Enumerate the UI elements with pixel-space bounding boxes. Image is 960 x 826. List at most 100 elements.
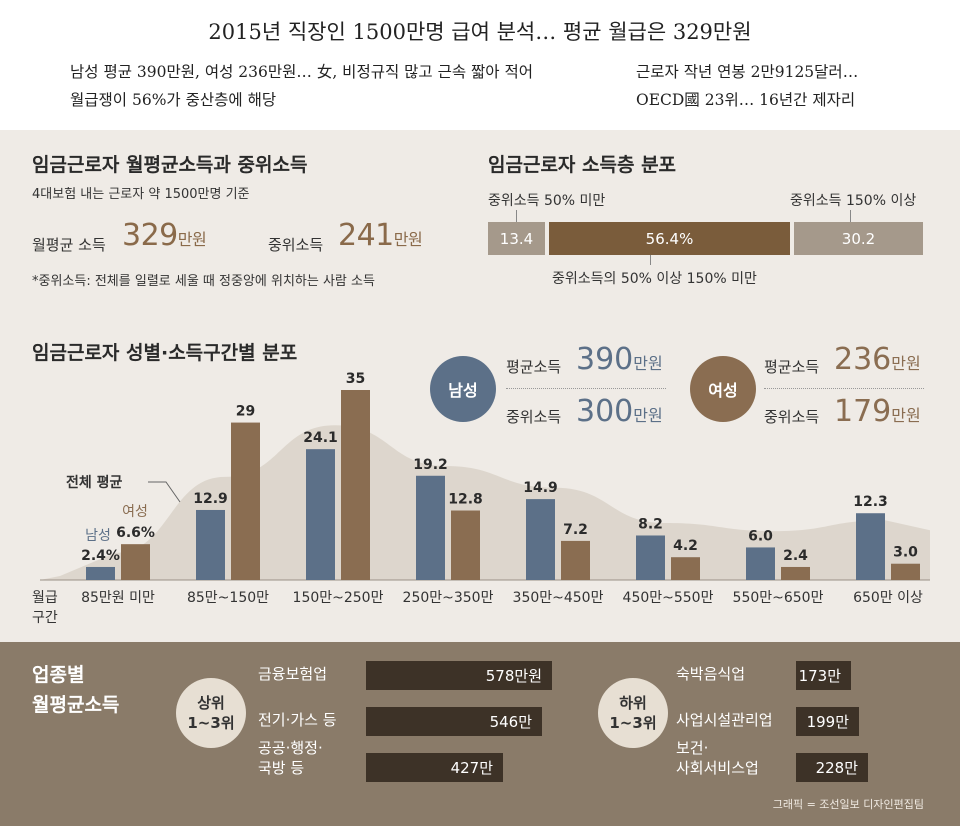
male-badge: 남성 [430,356,496,422]
legend-overall-average: 전체 평균 [66,474,123,491]
label-50-150: 중위소득의 50% 이상 150% 미만 [552,271,757,287]
male-bar-6 [746,547,775,580]
female-bar-1 [231,422,260,580]
label-above-150: 중위소득 150% 이상 [790,193,917,209]
female-value-label-0: 6.6% [116,525,155,541]
male-avg-label: 평균소득 [506,358,562,376]
male-bar-2 [306,449,335,580]
male-value-label-5: 8.2 [638,516,663,532]
overall-average-leader [148,481,181,503]
category-label-6: 550만~650만 [733,590,824,606]
category-label-0: 85만원 미만 [81,590,155,606]
female-median-label: 중위소득 [764,408,820,426]
article-header: 2015년 직장인 1500만명 급여 분석… 평균 월급은 329만원 남성 … [0,0,960,130]
female-bar-5 [671,557,700,580]
industry-section-title: 업종별 월평균소득 [32,660,119,720]
bottom-industry-label-1: 사업시설관리업 [676,711,773,729]
subhead-left-1: 남성 평균 390만원, 여성 236만원… 女, 비정규직 많고 근속 짧아 … [70,63,534,81]
female-bar-7 [891,563,920,580]
female-value-label-2: 35 [346,371,365,387]
category-label-7: 650만 이상 [853,590,923,606]
category-label-4: 350만~450만 [513,590,604,606]
overall-average-area [40,425,930,580]
male-bar-1 [196,509,225,580]
class-segment-1: 56.4% [549,222,790,255]
income-section-title: 임금근로자 월평균소득과 중위소득 [32,154,308,176]
leader-low [516,210,517,222]
legend-female: 여성 [122,504,148,520]
class-section-title: 임금근로자 소득층 분포 [488,154,677,176]
headline: 2015년 직장인 1500만명 급여 분석… 평균 월급은 329만원 [208,20,752,44]
female-badge: 여성 [690,356,756,422]
female-bar-2 [341,390,370,580]
top-industry-label-1: 전기·가스 등 [258,711,337,729]
industry-title-line1: 업종별 [32,664,85,686]
gender-section-title: 임금근로자 성별·소득구간별 분포 [32,342,298,364]
female-value-label-7: 3.0 [893,545,918,561]
male-value-label-0: 2.4% [81,548,120,564]
avg-income-label: 월평균 소득 [32,236,106,254]
median-income-label: 중위소득 [268,236,324,254]
female-bar-4 [561,540,590,580]
subhead-left-2: 월급쟁이 56%가 중산층에 해당 [70,91,277,109]
top-industry-bar-0: 578만원 [366,661,552,690]
category-label-1: 85만~150만 [187,590,269,606]
axis-label-line2: 구간 [32,610,58,626]
male-bar-5 [636,535,665,580]
female-value-label-3: 12.8 [448,492,483,508]
median-income-value: 241만원 [338,218,423,253]
bottom-industry-bar-0: 173만 [796,661,851,690]
male-bar-4 [526,499,555,580]
male-value-label-4: 14.9 [523,480,558,496]
legend-male: 남성 [85,528,111,544]
male-value-label-2: 24.1 [303,430,338,446]
top-rank-badge: 상위 1~3위 [176,678,246,748]
industry-title-line2: 월평균소득 [32,694,120,716]
bottom-industry-bar-2: 228만 [796,753,868,782]
male-value-label-1: 12.9 [193,491,228,507]
axis-label-line1: 월급 [32,590,58,606]
category-label-2: 150만~250만 [293,590,384,606]
female-value-label-4: 7.2 [563,522,588,538]
leader-high [850,210,851,222]
top-industry-bar-1: 546만 [366,707,542,736]
male-median-value: 300만원 [576,394,663,429]
income-section-subtitle: 4대보험 내는 근로자 약 1500만명 기준 [32,187,250,202]
top-industry-bar-2: 427만 [366,753,503,782]
avg-income-value: 329만원 [122,218,207,253]
female-bar-6 [781,566,810,580]
bottom-industry-label-0: 숙박음식업 [676,665,746,683]
female-bar-3 [451,510,480,580]
bottom-industry-bar-1: 199만 [796,707,859,736]
male-value-label-7: 12.3 [853,494,888,510]
female-bar-0 [121,544,150,580]
graphic-credit: 그래픽 = 조선일보 디자인편집팀 [772,798,924,811]
class-segment-0: 13.4 [488,222,545,255]
top-industry-label-2: 공공·행정· 국방 등 [258,739,323,777]
male-value-label-3: 19.2 [413,457,448,473]
female-median-value: 179만원 [834,394,921,429]
male-bar-7 [856,513,885,580]
top-industry-label-0: 금융보험업 [258,665,328,683]
category-label-3: 250만~350만 [403,590,494,606]
male-median-label: 중위소득 [506,408,562,426]
male-bar-0 [86,566,115,580]
bottom-industry-label-2: 보건· 사회서비스업 [676,739,759,777]
subhead-right-2: OECD國 23위… 16년간 제자리 [636,91,856,109]
bottom-rank-badge: 하위 1~3위 [598,678,668,748]
male-value-label-6: 6.0 [748,528,773,544]
label-below-50: 중위소득 50% 미만 [488,193,606,209]
female-value-label-5: 4.2 [673,538,698,554]
female-avg-value: 236만원 [834,342,921,377]
gender-income-chart: 2.4% 12.9 24.1 19.2 14.9 8.2 6.0 12.3 6.6% 29 35 12… [32,371,930,626]
female-divider [764,388,924,389]
median-income-note: *중위소득: 전체를 일렬로 세울 때 정중앙에 위치하는 사람 소득 [32,274,375,289]
male-avg-value: 390만원 [576,342,663,377]
class-segment-2: 30.2 [794,222,923,255]
female-value-label-6: 2.4 [783,548,808,564]
female-value-label-1: 29 [236,404,255,420]
female-avg-label: 평균소득 [764,358,820,376]
male-divider [506,388,666,389]
category-label-5: 450만~550만 [623,590,714,606]
subhead-right-1: 근로자 작년 연봉 2만9125달러… [636,63,859,81]
